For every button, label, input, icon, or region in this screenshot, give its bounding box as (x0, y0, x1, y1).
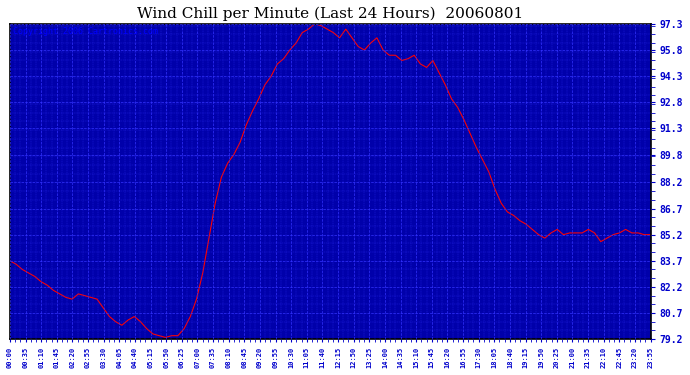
Text: Copyright 2006 Cartronics.com: Copyright 2006 Cartronics.com (13, 27, 158, 36)
Title: Wind Chill per Minute (Last 24 Hours)  20060801: Wind Chill per Minute (Last 24 Hours) 20… (137, 7, 523, 21)
